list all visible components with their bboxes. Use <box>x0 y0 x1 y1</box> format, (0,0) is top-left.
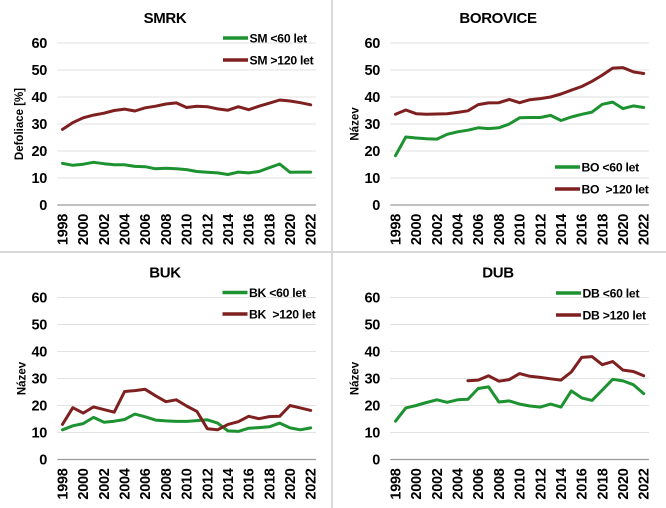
svg-text:Defoliace [%]: Defoliace [%] <box>14 88 26 160</box>
svg-text:2000: 2000 <box>409 468 425 499</box>
svg-text:2010: 2010 <box>513 468 529 499</box>
svg-text:2004: 2004 <box>451 214 467 245</box>
svg-text:10: 10 <box>364 426 380 442</box>
svg-text:2022: 2022 <box>637 468 653 499</box>
svg-text:Název: Název <box>17 361 29 395</box>
svg-text:2014: 2014 <box>554 214 570 245</box>
svg-text:2016: 2016 <box>575 214 591 245</box>
svg-text:DUB: DUB <box>482 265 514 282</box>
svg-text:20: 20 <box>31 399 47 415</box>
svg-text:2022: 2022 <box>637 214 653 245</box>
svg-text:60: 60 <box>364 36 380 52</box>
svg-text:10: 10 <box>31 171 47 187</box>
svg-text:SM <60 let: SM <60 let <box>250 32 308 46</box>
svg-text:2022: 2022 <box>304 468 320 499</box>
svg-text:2004: 2004 <box>451 468 467 499</box>
svg-text:DB >120 let: DB >120 let <box>583 309 646 323</box>
svg-text:40: 40 <box>31 345 47 361</box>
svg-text:2012: 2012 <box>200 468 216 499</box>
svg-text:1998: 1998 <box>56 468 72 499</box>
svg-text:2006: 2006 <box>138 214 154 245</box>
svg-text:2002: 2002 <box>430 468 446 499</box>
svg-text:2006: 2006 <box>471 214 487 245</box>
svg-text:2000: 2000 <box>409 214 425 245</box>
svg-text:2018: 2018 <box>262 468 278 499</box>
svg-text:1998: 1998 <box>389 214 405 245</box>
svg-text:1998: 1998 <box>56 214 72 245</box>
svg-text:30: 30 <box>31 372 47 388</box>
svg-text:2008: 2008 <box>159 214 175 245</box>
svg-text:2020: 2020 <box>616 214 632 245</box>
svg-text:2014: 2014 <box>554 468 570 499</box>
svg-text:2000: 2000 <box>76 214 92 245</box>
svg-text:2016: 2016 <box>242 214 258 245</box>
svg-text:2008: 2008 <box>159 468 175 499</box>
svg-text:2012: 2012 <box>200 214 216 245</box>
svg-text:BO >120 let: BO >120 let <box>582 183 649 197</box>
svg-text:Název: Název <box>350 361 362 395</box>
svg-text:SMRK: SMRK <box>144 10 187 27</box>
svg-text:10: 10 <box>31 426 47 442</box>
svg-text:2006: 2006 <box>138 468 154 499</box>
svg-text:60: 60 <box>364 291 380 307</box>
svg-text:50: 50 <box>31 63 47 79</box>
svg-text:2002: 2002 <box>430 214 446 245</box>
svg-text:2014: 2014 <box>221 468 237 499</box>
svg-text:2000: 2000 <box>76 468 92 499</box>
svg-text:DB <60 let: DB <60 let <box>583 287 640 301</box>
svg-text:2018: 2018 <box>262 214 278 245</box>
svg-text:BK <60 let: BK <60 let <box>249 286 306 300</box>
svg-text:40: 40 <box>31 90 47 106</box>
svg-text:0: 0 <box>372 453 380 469</box>
svg-text:60: 60 <box>31 36 47 52</box>
svg-text:20: 20 <box>364 144 380 160</box>
svg-text:BK >120 let: BK >120 let <box>249 308 316 322</box>
svg-text:2008: 2008 <box>492 214 508 245</box>
svg-text:2010: 2010 <box>180 468 196 499</box>
svg-text:10: 10 <box>364 171 380 187</box>
svg-text:50: 50 <box>364 318 380 334</box>
svg-text:2012: 2012 <box>533 468 549 499</box>
svg-text:2002: 2002 <box>97 468 113 499</box>
svg-text:2022: 2022 <box>304 214 320 245</box>
svg-text:SM >120 let: SM >120 let <box>250 54 314 68</box>
svg-text:0: 0 <box>39 198 47 214</box>
svg-text:Název: Název <box>350 107 362 141</box>
svg-text:2008: 2008 <box>492 468 508 499</box>
svg-text:0: 0 <box>39 453 47 469</box>
svg-text:0: 0 <box>372 198 380 214</box>
svg-text:30: 30 <box>31 117 47 133</box>
svg-text:2004: 2004 <box>118 468 134 499</box>
svg-text:2018: 2018 <box>595 214 611 245</box>
svg-text:2010: 2010 <box>180 214 196 245</box>
svg-text:2010: 2010 <box>513 214 529 245</box>
svg-text:40: 40 <box>364 345 380 361</box>
svg-text:40: 40 <box>364 90 380 106</box>
svg-text:30: 30 <box>364 372 380 388</box>
svg-text:50: 50 <box>31 318 47 334</box>
svg-text:30: 30 <box>364 117 380 133</box>
svg-text:BOROVICE: BOROVICE <box>459 10 537 27</box>
svg-text:BUK: BUK <box>149 265 181 282</box>
svg-text:2004: 2004 <box>118 214 134 245</box>
svg-text:50: 50 <box>364 63 380 79</box>
svg-text:BO <60 let: BO <60 let <box>582 161 640 175</box>
svg-text:2020: 2020 <box>283 468 299 499</box>
svg-text:2016: 2016 <box>242 468 258 499</box>
svg-text:20: 20 <box>31 144 47 160</box>
svg-text:2006: 2006 <box>471 468 487 499</box>
svg-text:2020: 2020 <box>283 214 299 245</box>
svg-text:2018: 2018 <box>595 468 611 499</box>
svg-text:60: 60 <box>31 291 47 307</box>
svg-text:2014: 2014 <box>221 214 237 245</box>
svg-text:1998: 1998 <box>389 468 405 499</box>
svg-text:2016: 2016 <box>575 468 591 499</box>
svg-text:2002: 2002 <box>97 214 113 245</box>
svg-text:2020: 2020 <box>616 468 632 499</box>
svg-text:20: 20 <box>364 399 380 415</box>
svg-text:2012: 2012 <box>533 214 549 245</box>
